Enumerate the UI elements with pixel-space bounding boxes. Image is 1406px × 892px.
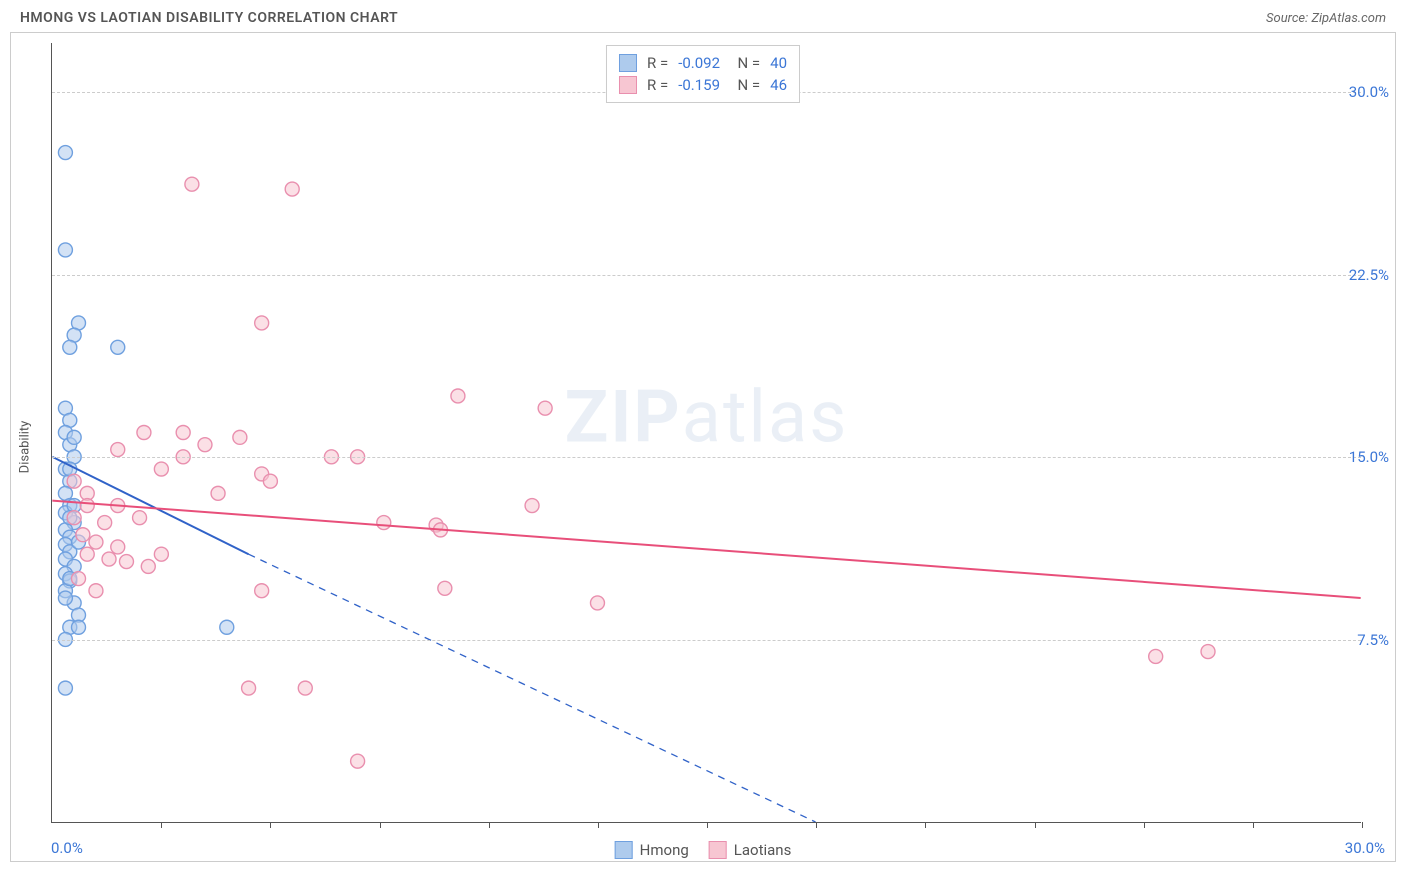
legend-row: R = -0.092 N = 40 [619, 52, 787, 74]
legend-item: Laotians [709, 841, 792, 859]
gridline [52, 640, 1361, 641]
data-point [89, 584, 103, 598]
data-point [72, 620, 86, 634]
x-tick [489, 822, 490, 828]
data-point [58, 591, 72, 605]
y-tick-label: 30.0% [1349, 83, 1389, 101]
data-point [67, 430, 81, 444]
data-point [1149, 649, 1163, 663]
legend-row: R = -0.159 N = 46 [619, 74, 787, 96]
data-point [58, 146, 72, 160]
data-point [590, 596, 604, 610]
data-point [80, 547, 94, 561]
data-point [377, 516, 391, 530]
data-point [525, 499, 539, 513]
correlation-legend: R = -0.092 N = 40 R = -0.159 N = 46 [606, 45, 800, 103]
y-tick-label: 22.5% [1349, 266, 1389, 284]
data-point [154, 547, 168, 561]
x-tick [707, 822, 708, 828]
chart-svg [52, 43, 1361, 822]
data-point [111, 540, 125, 554]
x-tick [816, 822, 817, 828]
data-point [154, 462, 168, 476]
data-point [198, 438, 212, 452]
data-point [242, 681, 256, 695]
legend-r-label: R = [647, 52, 668, 74]
data-point [538, 401, 552, 415]
x-tick [1144, 822, 1145, 828]
data-point [438, 581, 452, 595]
legend-swatch [615, 841, 633, 859]
data-point [58, 681, 72, 695]
source-label: Source: ZipAtlas.com [1266, 11, 1386, 26]
plot-area: ZIPatlas [51, 43, 1361, 823]
chart-container: Disability ZIPatlas R = -0.092 N = 40 R = -0… [10, 32, 1396, 862]
data-point [89, 535, 103, 549]
legend-r-value: -0.092 [678, 52, 720, 74]
legend-n-label: N = [730, 52, 760, 74]
legend-r-value: -0.159 [678, 74, 720, 96]
data-point [133, 511, 147, 525]
x-axis-max-label: 30.0% [1345, 839, 1385, 857]
data-point [76, 528, 90, 542]
data-point [58, 243, 72, 257]
x-tick [598, 822, 599, 828]
data-point [98, 516, 112, 530]
data-point [255, 584, 269, 598]
data-point [111, 340, 125, 354]
x-tick [1362, 822, 1363, 828]
data-point [263, 474, 277, 488]
gridline [52, 275, 1361, 276]
y-axis-label: Disability [18, 421, 33, 474]
data-point [176, 426, 190, 440]
data-point [141, 559, 155, 573]
data-point [63, 340, 77, 354]
legend-swatch [619, 76, 637, 94]
regression-line [52, 501, 1360, 598]
data-point [80, 499, 94, 513]
regression-line-extrapolated [249, 554, 816, 822]
legend-label: Hmong [640, 841, 689, 859]
data-point [185, 177, 199, 191]
x-axis-min-label: 0.0% [51, 839, 83, 857]
data-point [451, 389, 465, 403]
data-point [72, 572, 86, 586]
x-tick [1253, 822, 1254, 828]
data-point [351, 754, 365, 768]
x-tick [270, 822, 271, 828]
data-point [220, 620, 234, 634]
legend-r-label: R = [647, 74, 668, 96]
data-point [211, 486, 225, 500]
data-point [298, 681, 312, 695]
data-point [67, 511, 81, 525]
x-tick [1035, 822, 1036, 828]
data-point [119, 555, 133, 569]
x-tick [925, 822, 926, 828]
legend-swatch [619, 54, 637, 72]
legend-label: Laotians [734, 841, 792, 859]
y-tick-label: 15.0% [1349, 448, 1389, 466]
y-tick-label: 7.5% [1357, 631, 1389, 649]
series-legend: Hmong Laotians [615, 841, 792, 859]
legend-n-label: N = [730, 74, 760, 96]
data-point [67, 474, 81, 488]
data-point [137, 426, 151, 440]
legend-n-value: 46 [770, 74, 787, 96]
legend-swatch [709, 841, 727, 859]
legend-item: Hmong [615, 841, 689, 859]
data-point [111, 443, 125, 457]
data-point [255, 316, 269, 330]
legend-n-value: 40 [770, 52, 787, 74]
x-tick [161, 822, 162, 828]
data-point [1201, 645, 1215, 659]
data-point [233, 430, 247, 444]
gridline [52, 457, 1361, 458]
x-tick [380, 822, 381, 828]
data-point [102, 552, 116, 566]
chart-title: HMONG VS LAOTIAN DISABILITY CORRELATION … [20, 10, 398, 26]
data-point [285, 182, 299, 196]
